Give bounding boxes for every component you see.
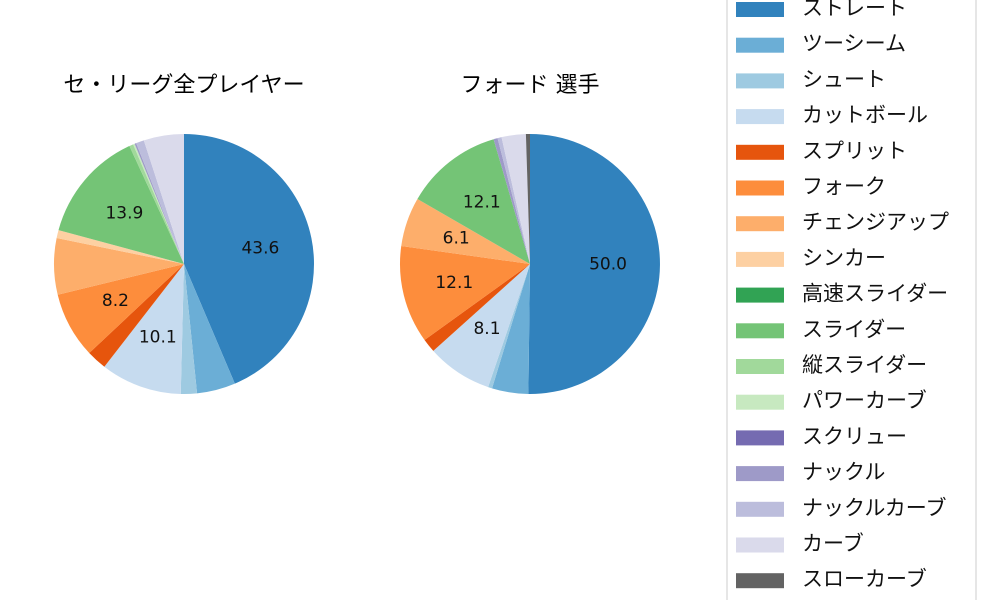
legend-swatch	[736, 573, 784, 589]
pie-slice	[184, 264, 235, 394]
legend-label: シンカー	[802, 246, 886, 270]
legend-label: スローカーブ	[802, 567, 927, 591]
legend-swatch	[736, 73, 784, 89]
legend-item: スローカーブ	[736, 567, 927, 591]
pie-slice	[143, 134, 184, 264]
pie-slice	[180, 264, 198, 395]
pie-chart-league: セ・リーグ全プレイヤー 43.6 10.1 8.2 13.9	[54, 73, 315, 395]
pie-slice	[400, 246, 530, 341]
legend-item: 高速スライダー	[736, 282, 948, 306]
pie-slice	[488, 264, 530, 389]
pie-slice	[417, 139, 530, 264]
pie-slice	[89, 264, 184, 367]
pie-slice	[424, 264, 530, 351]
slice-percent-label: 12.1	[463, 193, 501, 213]
legend-swatch	[736, 37, 784, 53]
legend-item: フォーク	[736, 175, 886, 199]
legend-label: スプリット	[802, 139, 907, 163]
slice-percent-label: 6.1	[443, 229, 470, 249]
legend-swatch	[736, 430, 784, 446]
pie-slice	[528, 134, 660, 394]
legend-swatch	[736, 251, 784, 267]
legend-label: カットボール	[802, 103, 928, 127]
pie-slice	[58, 146, 184, 264]
pie-slice	[57, 264, 184, 353]
pie-slice	[56, 230, 185, 264]
legend-item: スクリュー	[736, 424, 907, 448]
slice-percent-label: 12.1	[435, 273, 473, 293]
legend-swatch	[736, 144, 784, 160]
legend-swatch	[736, 216, 784, 232]
legend-swatch	[736, 537, 784, 553]
legend-frame	[726, 0, 977, 600]
legend: ストレートツーシームシュートカットボールスプリットフォークチェンジアップシンカー…	[726, 0, 977, 600]
pie-slice	[184, 134, 315, 384]
legend-item: カットボール	[736, 103, 928, 127]
slice-percent-label: 50.0	[589, 255, 627, 275]
pie-slice	[492, 264, 530, 394]
legend-item: ナックル	[736, 460, 885, 484]
pie-slice	[401, 199, 530, 264]
pie-slice	[525, 133, 530, 264]
chart-title-league: セ・リーグ全プレイヤー	[63, 73, 304, 98]
legend-item: 縦スライダー	[736, 353, 927, 377]
legend-label: スクリュー	[802, 424, 907, 448]
chart-title-player: フォード 選手	[461, 73, 600, 98]
pie-slice	[129, 144, 184, 264]
slice-percent-label: 43.6	[241, 238, 279, 258]
legend-item: ナックルカーブ	[736, 496, 946, 520]
legend-label: スライダー	[802, 317, 906, 341]
pie-slice	[493, 138, 530, 264]
pie-chart-player: フォード 選手 50.0 8.1 12.1 6.1 12.1	[400, 73, 660, 394]
pie-slice	[133, 143, 184, 264]
legend-item: カーブ	[736, 532, 864, 556]
legend-item: パワーカーブ	[736, 389, 927, 413]
legend-swatch	[736, 466, 784, 482]
pie-slice	[136, 140, 184, 264]
legend-label: ナックルカーブ	[802, 496, 946, 520]
legend-swatch	[736, 323, 784, 339]
legend-item: スプリット	[736, 139, 907, 163]
legend-item: シンカー	[736, 246, 886, 270]
legend-label: 縦スライダー	[802, 353, 927, 377]
legend-label: パワーカーブ	[802, 389, 927, 413]
legend-item: スライダー	[736, 317, 906, 341]
slice-percent-label: 8.2	[102, 291, 129, 311]
legend-label: 高速スライダー	[802, 282, 948, 306]
legend-item: ストレート	[736, 0, 907, 20]
legend-label: カーブ	[802, 532, 864, 556]
slice-percent-label: 13.9	[105, 204, 143, 224]
legend-label: ツーシーム	[802, 32, 906, 56]
slice-percent-label: 10.1	[139, 328, 177, 348]
legend-label: ナックル	[802, 460, 885, 484]
legend-label: シュート	[802, 67, 886, 91]
pie-slice	[134, 143, 184, 264]
legend-swatch	[736, 180, 784, 196]
legend-item: ツーシーム	[736, 32, 906, 56]
legend-swatch	[736, 359, 784, 374]
pie-slice	[54, 238, 185, 295]
legend-label: ストレート	[802, 0, 907, 20]
legend-swatch	[736, 394, 784, 410]
pie-slice	[497, 137, 530, 264]
slice-percent-label: 8.1	[473, 319, 500, 339]
legend-label: フォーク	[802, 175, 886, 199]
legend-label: チェンジアップ	[802, 210, 949, 234]
pie-slice	[433, 264, 530, 388]
pie-slice	[104, 264, 184, 394]
pie-slice	[501, 134, 530, 264]
legend-swatch	[736, 2, 784, 17]
legend-swatch	[736, 501, 784, 517]
legend-item: シュート	[736, 67, 886, 91]
legend-item: チェンジアップ	[736, 210, 949, 234]
legend-swatch	[736, 109, 784, 125]
legend-swatch	[736, 287, 784, 303]
